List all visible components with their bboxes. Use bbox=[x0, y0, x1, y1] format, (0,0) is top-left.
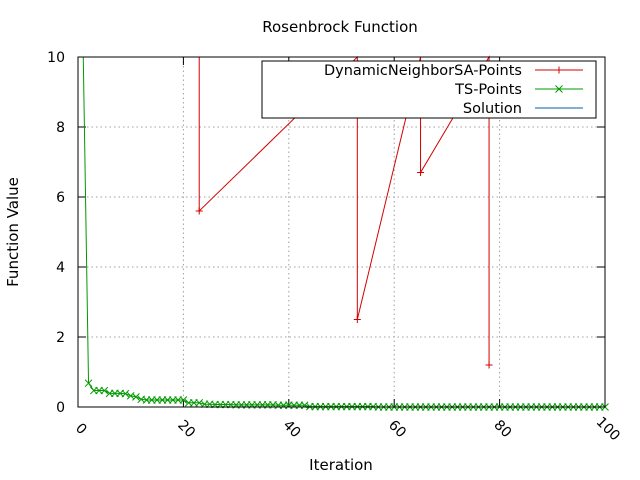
legend-entry: TS-Points bbox=[454, 82, 583, 98]
x-tick-label: 60 bbox=[385, 417, 409, 441]
legend-marker bbox=[555, 85, 563, 93]
legend-entries: DynamicNeighborSA-Points TS-Points Solutio… bbox=[324, 63, 583, 117]
series-1-point bbox=[195, 207, 203, 215]
y-axis-title: Function Value bbox=[4, 177, 22, 287]
series-2-point bbox=[100, 386, 109, 395]
legend-marker bbox=[555, 66, 563, 74]
y-tick-label: 4 bbox=[56, 260, 65, 276]
y-tick-label: 2 bbox=[56, 330, 65, 346]
legend-entry: Solution bbox=[463, 101, 583, 117]
series-2-point bbox=[132, 392, 140, 401]
y-tick-label: 8 bbox=[56, 120, 65, 136]
x-tick-label: 100 bbox=[593, 414, 623, 444]
x-axis-title: Iteration bbox=[309, 456, 373, 474]
legend-label: TS-Points bbox=[454, 82, 522, 98]
legend-label: DynamicNeighborSA-Points bbox=[324, 63, 522, 79]
series-2-point bbox=[195, 398, 204, 407]
series-1-point bbox=[353, 316, 361, 323]
y-tick-label: 6 bbox=[56, 190, 65, 206]
chart-title: Rosenbrock Function bbox=[262, 18, 418, 36]
y-tick-label: 10 bbox=[47, 50, 65, 66]
series-2-point bbox=[121, 389, 130, 398]
series-1-point bbox=[417, 169, 425, 176]
series-2-point bbox=[300, 401, 309, 410]
series-2-point bbox=[179, 396, 188, 404]
legend-label: Solution bbox=[463, 101, 522, 117]
x-tick-label: 20 bbox=[174, 417, 198, 441]
series-2-point bbox=[84, 379, 93, 388]
x-tick-label: 0 bbox=[72, 420, 90, 438]
x-tick-label: 80 bbox=[490, 417, 514, 441]
legend: DynamicNeighborSA-Points TS-Points Solutio… bbox=[261, 60, 597, 119]
plot-frame bbox=[77, 56, 606, 408]
y-tick-label: 0 bbox=[56, 400, 65, 416]
series-1-point bbox=[485, 361, 493, 369]
legend-entry: DynamicNeighborSA-Points bbox=[324, 63, 583, 79]
x-tick-label: 40 bbox=[280, 417, 304, 441]
